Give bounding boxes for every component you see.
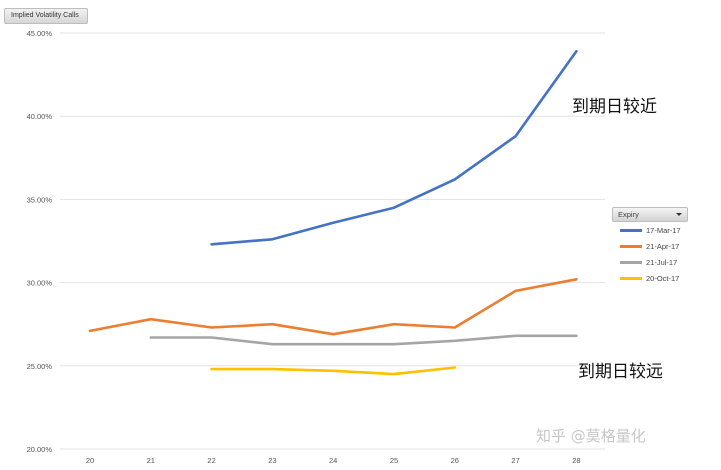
x-tick-label: 26 (451, 456, 459, 465)
legend-swatch (620, 277, 642, 280)
x-tick-label: 28 (572, 456, 580, 465)
legend-item[interactable]: 17-Mar-17 (612, 224, 688, 238)
x-axis: 20 21 22 23 24 25 26 27 28 (86, 456, 581, 465)
series-line-20-Oct-17 (210, 366, 457, 376)
y-tick-label: 20.00% (27, 445, 53, 454)
y-tick-label: 40.00% (27, 112, 53, 121)
legend-items: 17-Mar-17 21-Apr-17 21-Jul-17 20-Oct-17 (612, 224, 688, 286)
series-line-21-Apr-17 (88, 278, 578, 336)
dropdown-arrow-icon (676, 213, 682, 216)
legend-label: 21-Jul-17 (646, 258, 678, 267)
y-axis: 20.00% 25.00% 30.00% 35.00% 40.00% 45.00% (27, 29, 53, 454)
legend-swatch (620, 229, 642, 232)
legend: Expiry 17-Mar-17 21-Apr-17 21-Jul-17 20-Oct… (612, 207, 688, 286)
y-tick-label: 30.00% (27, 279, 53, 288)
legend-item[interactable]: 20-Oct-17 (612, 272, 688, 286)
x-tick-label: 22 (207, 456, 215, 465)
x-tick-label: 20 (86, 456, 94, 465)
annotation-far-expiry: 到期日较远 (578, 362, 663, 382)
legend-item[interactable]: 21-Apr-17 (612, 240, 688, 254)
legend-header-button[interactable]: Expiry (612, 207, 688, 222)
x-tick-label: 27 (511, 456, 519, 465)
y-tick-label: 35.00% (27, 195, 53, 204)
legend-label: 20-Oct-17 (646, 274, 680, 283)
legend-item[interactable]: 21-Jul-17 (612, 256, 688, 270)
annotation-near-expiry: 到期日较近 (572, 97, 657, 117)
x-tick-label: 21 (147, 456, 155, 465)
legend-swatch (620, 245, 642, 248)
series-line-17-Mar-17 (210, 50, 578, 246)
gridlines (60, 32, 605, 450)
legend-swatch (620, 261, 642, 264)
legend-label: 21-Apr-17 (646, 242, 680, 251)
legend-label: 17-Mar-17 (646, 226, 681, 235)
watermark: 知乎 @莫格量化 (536, 427, 646, 445)
x-tick-label: 25 (390, 456, 398, 465)
x-tick-label: 23 (268, 456, 276, 465)
legend-title: Expiry (618, 210, 639, 219)
y-tick-label: 45.00% (27, 29, 53, 38)
series-line-21-Jul-17 (149, 334, 578, 346)
x-tick-label: 24 (329, 456, 337, 465)
chart-title: Implied Volatility Calls (4, 8, 88, 24)
y-tick-label: 25.00% (27, 362, 53, 371)
series-lines (88, 50, 578, 376)
